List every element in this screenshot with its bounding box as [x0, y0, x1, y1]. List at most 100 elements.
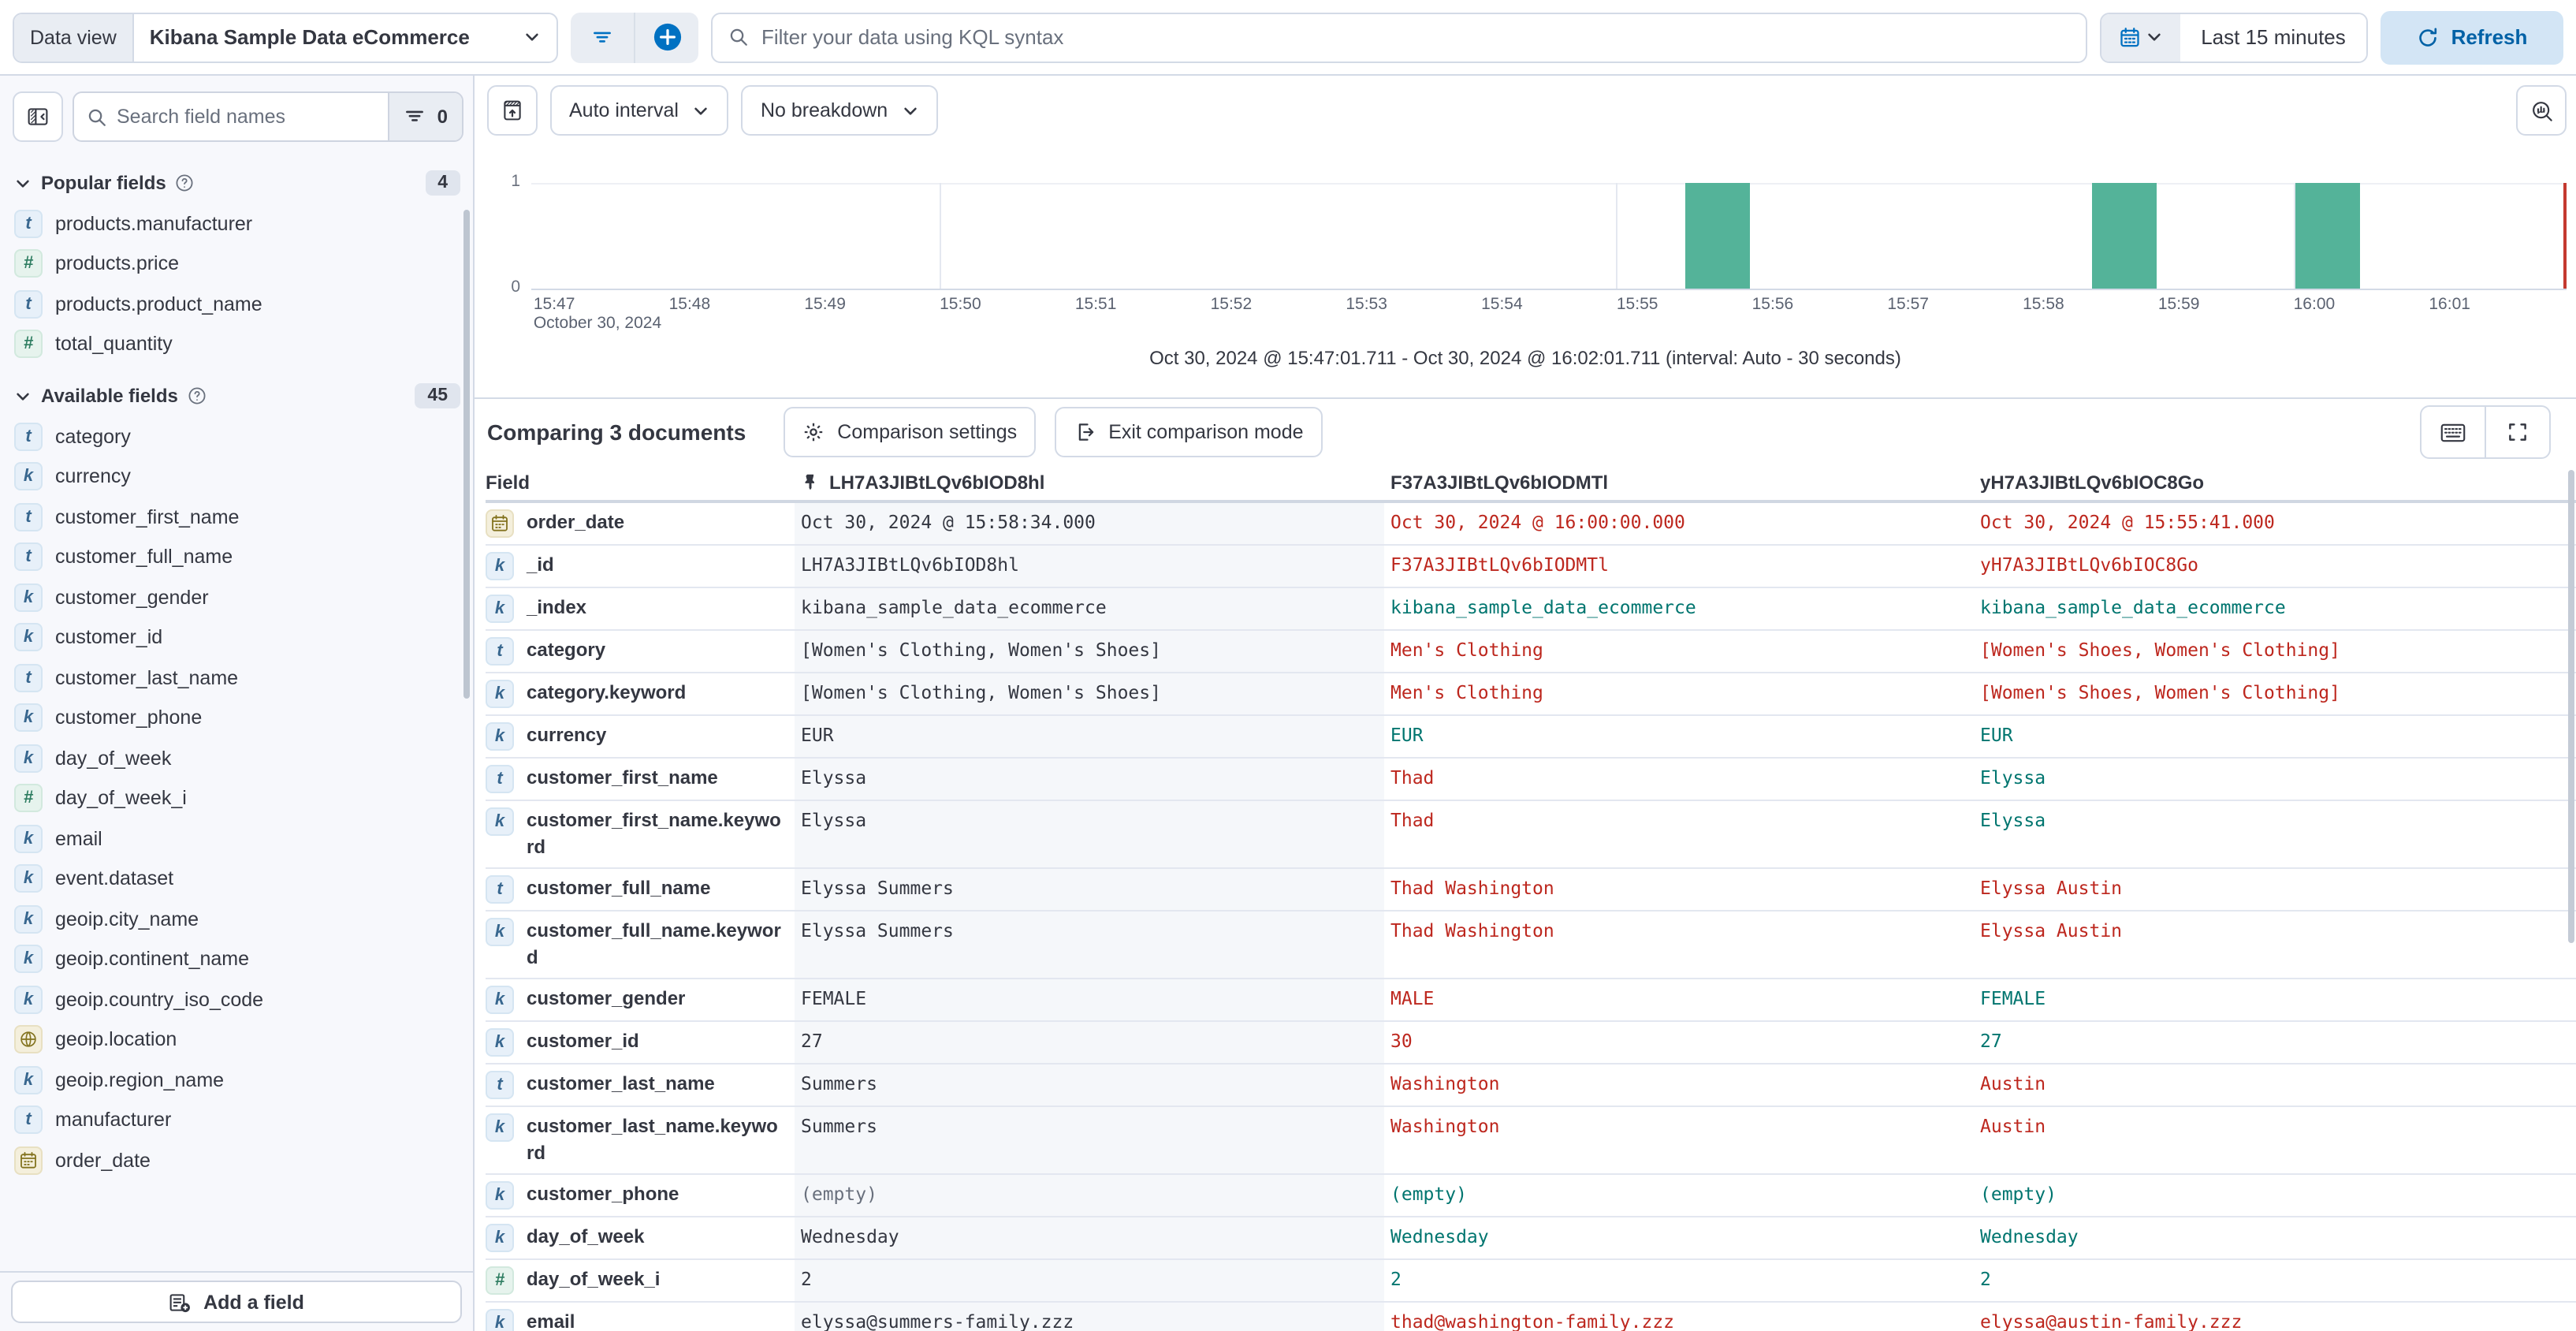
- doc-value-cell[interactable]: Elyssa: [1980, 766, 2046, 789]
- doc-value-cell[interactable]: EUR: [1980, 724, 2013, 746]
- doc-value-cell[interactable]: Wednesday: [1980, 1225, 2079, 1247]
- doc-value-cell[interactable]: MALE: [1390, 987, 1435, 1009]
- field-name-cell[interactable]: t customer_full_name: [486, 869, 795, 910]
- doc-value-cell[interactable]: [Women's Shoes, Women's Clothing]: [1980, 681, 2340, 703]
- doc-value-cell[interactable]: kibana_sample_data_ecommerce: [1390, 596, 1696, 618]
- doc-value-cell[interactable]: thad@washington-family.zzz: [1390, 1310, 1675, 1331]
- fullscreen-button[interactable]: [2485, 407, 2549, 457]
- field-search-input[interactable]: Search field names: [74, 93, 389, 140]
- doc-value-cell[interactable]: (empty): [1390, 1183, 1467, 1205]
- field-filters-button[interactable]: 0: [388, 93, 462, 140]
- histogram-bar[interactable]: [1685, 183, 1751, 289]
- field-list-item[interactable]: t customer_first_name: [0, 497, 473, 537]
- histogram-plot[interactable]: 15:47 October 30, 2024 15:48 15:49 15:50 15:5…: [531, 183, 2567, 333]
- main-scrollbar[interactable]: [2568, 470, 2574, 943]
- doc-value-cell[interactable]: Washington: [1390, 1115, 1500, 1137]
- doc-value-cell[interactable]: Men's Clothing: [1390, 681, 1543, 703]
- base-doc-value-cell[interactable]: Summers: [795, 1064, 1384, 1105]
- doc-value-cell[interactable]: Thad Washington: [1390, 919, 1554, 941]
- field-list-item[interactable]: t products.manufacturer: [0, 203, 473, 244]
- doc-value-cell[interactable]: 2: [1980, 1268, 1991, 1290]
- base-doc-value-cell[interactable]: EUR: [795, 716, 1384, 757]
- field-list-item[interactable]: k currency: [0, 457, 473, 497]
- field-list-item[interactable]: k customer_id: [0, 617, 473, 658]
- doc-value-cell[interactable]: Washington: [1390, 1072, 1500, 1094]
- base-doc-value-cell[interactable]: elyssa@summers-family.zzz: [795, 1303, 1384, 1331]
- field-name-cell[interactable]: t customer_last_name: [486, 1064, 795, 1105]
- doc-value-cell[interactable]: yH7A3JIBtLQv6bIOC8Go: [1980, 554, 2198, 576]
- histogram-bar[interactable]: [2295, 183, 2360, 289]
- exit-comparison-button[interactable]: Exit comparison mode: [1055, 407, 1323, 457]
- breakdown-select[interactable]: No breakdown: [741, 85, 939, 136]
- field-name-cell[interactable]: k _id: [486, 546, 795, 587]
- field-list-item[interactable]: t category: [0, 416, 473, 457]
- field-list-item[interactable]: # total_quantity: [0, 324, 473, 364]
- doc-value-cell[interactable]: Wednesday: [1390, 1225, 1489, 1247]
- doc-value-cell[interactable]: EUR: [1390, 724, 1424, 746]
- field-column-header[interactable]: Field: [486, 472, 530, 494]
- sidebar-scrollbar[interactable]: [463, 210, 470, 699]
- field-list-item[interactable]: # day_of_week_i: [0, 778, 473, 818]
- interval-select[interactable]: Auto interval: [550, 85, 729, 136]
- time-range-value[interactable]: Last 15 minutes: [2180, 13, 2366, 61]
- field-name-cell[interactable]: k customer_gender: [486, 979, 795, 1020]
- add-field-button[interactable]: Add a field: [11, 1281, 462, 1323]
- field-name-cell[interactable]: k day_of_week: [486, 1217, 795, 1258]
- base-doc-value-cell[interactable]: Elyssa Summers: [795, 912, 1384, 978]
- available-fields-header[interactable]: Available fields 45: [0, 364, 473, 416]
- doc-value-cell[interactable]: Oct 30, 2024 @ 15:55:41.000: [1980, 511, 2275, 533]
- field-list-item[interactable]: k geoip.country_iso_code: [0, 979, 473, 1020]
- base-doc-value-cell[interactable]: 27: [795, 1022, 1384, 1063]
- field-name-cell[interactable]: k customer_last_name.keyword: [486, 1107, 795, 1173]
- base-doc-value-cell[interactable]: Elyssa Summers: [795, 869, 1384, 910]
- doc-value-cell[interactable]: Thad: [1390, 809, 1435, 831]
- refresh-button[interactable]: Refresh: [2381, 10, 2563, 64]
- field-list-item[interactable]: k email: [0, 818, 473, 859]
- field-list-item[interactable]: k geoip.city_name: [0, 899, 473, 939]
- field-name-cell[interactable]: k _index: [486, 588, 795, 629]
- keyboard-shortcuts-button[interactable]: [2422, 407, 2485, 457]
- data-view-select[interactable]: Kibana Sample Data eCommerce: [134, 13, 557, 61]
- doc-value-cell[interactable]: Austin: [1980, 1072, 2046, 1094]
- add-filter-button[interactable]: [634, 12, 698, 62]
- popular-fields-header[interactable]: Popular fields 4: [0, 151, 473, 203]
- collapse-sidebar-button[interactable]: [13, 91, 63, 142]
- base-doc-value-cell[interactable]: (empty): [795, 1175, 1384, 1216]
- comparison-settings-button[interactable]: Comparison settings: [784, 407, 1037, 457]
- base-doc-value-cell[interactable]: FEMALE: [795, 979, 1384, 1020]
- field-name-cell[interactable]: k email: [486, 1303, 795, 1331]
- base-doc-column-header[interactable]: LH7A3JIBtLQv6bIOD8hl: [795, 465, 1384, 500]
- field-name-cell[interactable]: k currency: [486, 716, 795, 757]
- field-name-cell[interactable]: k customer_full_name.keyword: [486, 912, 795, 978]
- field-list-item[interactable]: t products.product_name: [0, 284, 473, 324]
- field-name-cell[interactable]: order_date: [486, 503, 795, 544]
- field-name-cell[interactable]: k customer_first_name.keyword: [486, 801, 795, 867]
- doc-value-cell[interactable]: FEMALE: [1980, 987, 2046, 1009]
- field-name-cell[interactable]: k customer_id: [486, 1022, 795, 1063]
- edit-visualization-button[interactable]: [2516, 85, 2567, 136]
- field-list-item[interactable]: k day_of_week: [0, 738, 473, 778]
- field-list-item[interactable]: k geoip.region_name: [0, 1060, 473, 1100]
- field-list-item[interactable]: order_date: [0, 1140, 473, 1180]
- field-list-item[interactable]: k event.dataset: [0, 859, 473, 899]
- histogram-bar[interactable]: [2092, 183, 2157, 289]
- doc-value-cell[interactable]: 2: [1390, 1268, 1402, 1290]
- field-list-item[interactable]: k customer_phone: [0, 698, 473, 738]
- doc-value-cell[interactable]: [Women's Shoes, Women's Clothing]: [1980, 639, 2340, 661]
- base-doc-value-cell[interactable]: Oct 30, 2024 @ 15:58:34.000: [795, 503, 1384, 544]
- field-list-item[interactable]: t customer_full_name: [0, 537, 473, 577]
- doc-value-cell[interactable]: F37A3JIBtLQv6bIODMTl: [1390, 554, 1609, 576]
- doc-value-cell[interactable]: (empty): [1980, 1183, 2057, 1205]
- doc-value-cell[interactable]: Thad: [1390, 766, 1435, 789]
- field-name-cell[interactable]: k category.keyword: [486, 673, 795, 714]
- doc-column-header[interactable]: yH7A3JIBtLQv6bIOC8Go: [1980, 472, 2205, 494]
- doc-value-cell[interactable]: Elyssa: [1980, 809, 2046, 831]
- kql-search-bar[interactable]: Filter your data using KQL syntax: [711, 12, 2087, 62]
- field-list-item[interactable]: k customer_gender: [0, 577, 473, 617]
- doc-value-cell[interactable]: 27: [1980, 1030, 2002, 1052]
- field-list-item[interactable]: geoip.location: [0, 1020, 473, 1060]
- base-doc-value-cell[interactable]: kibana_sample_data_ecommerce: [795, 588, 1384, 629]
- doc-value-cell[interactable]: Elyssa Austin: [1980, 919, 2123, 941]
- field-list-item[interactable]: t manufacturer: [0, 1100, 473, 1140]
- base-doc-value-cell[interactable]: [Women's Clothing, Women's Shoes]: [795, 631, 1384, 672]
